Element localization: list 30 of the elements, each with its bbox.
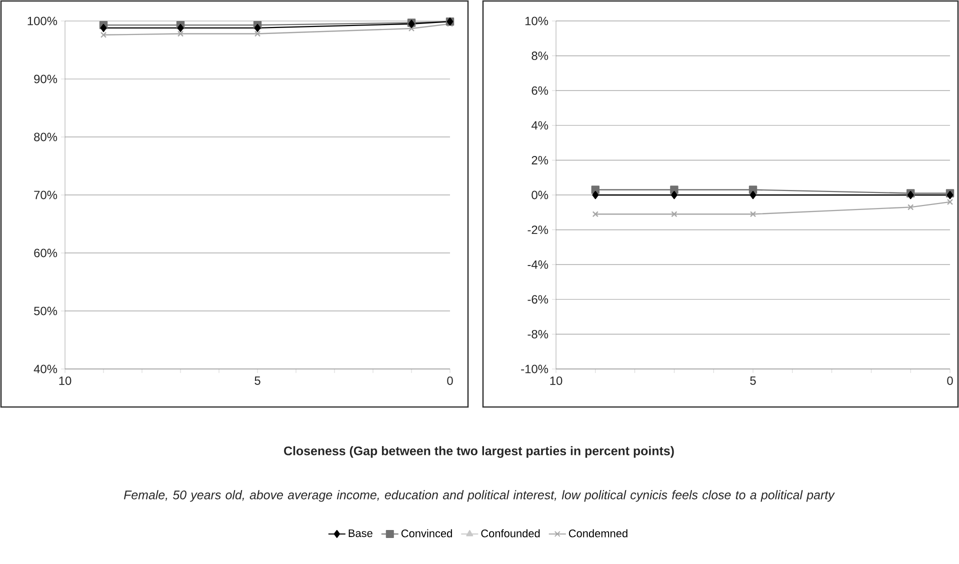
x-tick-label: 0 [947,376,953,385]
y-tick-label: -10% [521,364,548,374]
y-tick-label: -8% [528,330,548,338]
y-tick-label: 8% [532,52,548,60]
y-tick-label: 0% [532,190,548,200]
x-tick-label: 10 [550,376,562,385]
x-tick-label: 5 [750,376,756,385]
legend-label: Confounded [481,529,540,538]
x-tick-label: 0 [447,376,453,385]
legend-label: Convinced [401,529,452,538]
y-tick-label: 6% [532,86,548,95]
y-tick-label: 70% [34,190,58,200]
y-tick-label: 100% [28,16,58,26]
text: Female, 50 years old, above average income, education and political interest, low political cynicis feels close to a political party [124,490,835,502]
y-tick-label: 90% [34,74,58,84]
legend-label: Base [348,529,372,538]
x-tick-label: 5 [254,376,260,385]
y-tick-label: 60% [34,248,58,258]
y-tick-label: 80% [34,132,58,142]
y-tick-label: -6% [528,295,548,304]
x-axis-title: Closeness (Gap between the two largest parties in percent points) [284,446,674,458]
x-tick-label: 10 [59,376,72,385]
y-tick-label: -2% [528,226,548,234]
y-tick-label: 40% [34,364,58,374]
y-tick-label: 2% [532,156,548,164]
y-tick-label: 4% [531,121,548,130]
y-tick-label: -4% [528,260,548,269]
legend-label: Condemned [568,529,628,538]
y-tick-label: 10% [525,16,548,26]
y-tick-label: 50% [34,306,58,316]
